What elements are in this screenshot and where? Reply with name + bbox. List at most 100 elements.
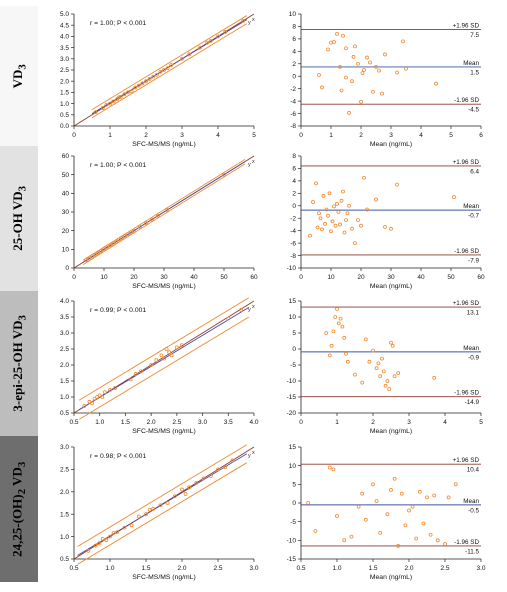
y-tick-label: 4 [292,49,296,56]
data-point [105,245,109,250]
x-tick-label: 3.0 [198,419,207,426]
chart-correlation-row-2: 0.5 1.0 1.5 2.0 2.5 3.0 3.5 4.0 0.5 1.0 1.5 2.0 2.5 3… [60,297,259,435]
y-tick-label: 1.0 [60,534,69,541]
data-point [350,79,354,84]
data-point [390,343,395,348]
data-point [95,395,100,399]
data-point [359,223,363,228]
x-tick-label: 2 [359,132,363,139]
data-point [389,488,393,492]
data-point [371,482,375,487]
data-point [147,77,152,81]
data-point [374,499,379,504]
x-tick-label: 20 [130,274,138,281]
chart-bland-altman-row-3: 0.5 1.0 1.5 2.0 2.5 3.0 -15 -10 -5 0 5 10 15 Mean (ng… [287,444,486,581]
x-axis-label: SFC-MS/MS (ng/mL) [132,574,195,581]
y-tick-label: 8 [292,153,296,160]
data-point [389,226,393,231]
data-point [335,514,339,518]
lower-limit-value: -4.5 [468,107,479,114]
x-tick-label: 3 [407,419,411,426]
upper-limit-value: 7.5 [470,32,479,39]
data-point [96,251,100,255]
data-point [180,56,184,61]
x-tick-label: 50 [447,274,455,281]
data-point [329,343,334,348]
lower-limit-label: -1.96 SD [454,390,479,397]
line-label-y: y [248,453,251,459]
data-point [147,507,152,512]
y-tick-label: 5 [292,482,296,489]
upper-limit-line [82,158,246,261]
data-point [452,195,456,199]
data-point [169,63,174,67]
data-point [383,52,387,57]
data-point [216,467,220,472]
data-point [117,237,121,242]
data-point [380,91,384,96]
x-tick-label: 40 [417,274,425,281]
mean-value: -0.9 [468,354,479,361]
chart-correlation-row-0: 0 1 2 3 4 5 0.0 0.5 1.0 1.5 2.0 2.5 3.0 3.5 4.0 4.5 5.0 S… [60,11,256,148]
y-tick-label: 15 [289,298,297,305]
correlation-annotation: r = 1.00; P < 0.001 [90,20,146,27]
data-point [144,512,148,517]
lower-limit-label: -1.96 SD [454,97,479,104]
x-tick-label: 4.0 [249,419,258,426]
x-tick-label: 2.0 [404,565,413,572]
data-point [396,371,401,375]
data-point [164,347,169,351]
data-point [201,476,206,481]
line-label-x: x [252,304,255,310]
x-tick-label: 1 [335,419,339,426]
data-point [318,216,323,221]
y-tick-label: -10 [287,378,297,385]
x-tick-label: 2 [371,419,375,426]
lower-limit-label: -1.96 SD [454,248,479,255]
x-tick-label: 20 [357,274,365,281]
y-tick-label: 2 [292,61,296,68]
y-tick-label: 40 [62,191,70,198]
y-tick-label: 0.0 [60,123,69,130]
data-point [133,85,138,90]
data-point [90,254,94,259]
data-point [414,536,419,541]
data-point [353,44,357,49]
data-point [165,208,169,212]
data-point [239,308,244,312]
y-tick-label: 1.5 [60,90,69,97]
data-point [308,233,312,238]
data-point [136,514,141,519]
data-point [93,253,97,257]
data-point [180,487,184,492]
y-tick-label: -5 [290,362,296,369]
data-point [378,530,383,535]
data-point [425,495,429,500]
data-point [169,353,174,358]
data-point [344,75,348,80]
mean-value: 1.5 [470,69,479,76]
y-tick-label: -6 [290,111,296,118]
y-tick-label: 10 [289,11,297,18]
y-tick-label: 10 [289,314,297,321]
data-point [317,211,321,216]
x-tick-label: 3 [389,132,393,139]
data-point [365,55,369,60]
data-point [117,95,121,100]
data-point [443,542,447,546]
regression-line [91,19,248,115]
data-point [339,88,344,93]
data-point [349,534,354,539]
y-tick-label: -10 [287,538,297,545]
y-tick-label: -15 [287,556,297,563]
data-point [208,474,213,479]
data-point [129,230,133,235]
y-tick-label: 0 [292,500,296,507]
line-label-x: x [252,17,255,23]
chart-bland-altman-row-1: 0 10 20 30 40 50 60 -10 -8 -6 -4 -2 0 2 4 6 8 Mean (ng/mL… [287,153,485,290]
y-tick-label: 2.0 [60,78,69,85]
data-point [378,374,383,379]
data-point [341,189,345,194]
row-label-band-vd3: VD3 [0,6,38,146]
